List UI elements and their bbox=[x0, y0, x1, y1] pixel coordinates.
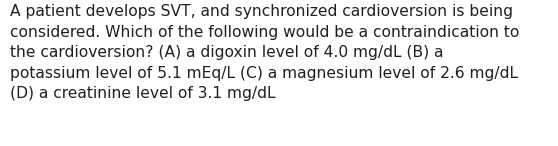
Text: A patient develops SVT, and synchronized cardioversion is being
considered. Whic: A patient develops SVT, and synchronized… bbox=[10, 4, 519, 101]
